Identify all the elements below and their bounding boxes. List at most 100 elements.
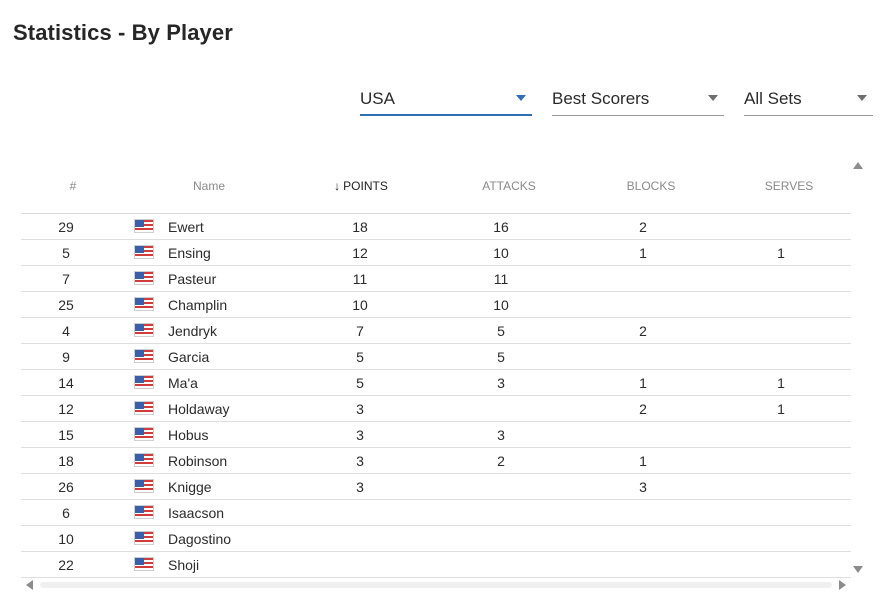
cell-points: 3 bbox=[356, 479, 364, 495]
cell-name: Dagostino bbox=[168, 531, 232, 547]
cell-points: 3 bbox=[356, 427, 364, 443]
chevron-down-icon bbox=[516, 95, 526, 101]
scroll-down-icon[interactable] bbox=[853, 566, 863, 573]
table-row[interactable]: 29 Ewert 18 16 2 bbox=[21, 214, 851, 240]
table-row[interactable]: 7 Pasteur 11 11 bbox=[21, 266, 851, 292]
usa-flag-icon bbox=[134, 375, 154, 389]
cell-name: Holdaway bbox=[168, 401, 230, 417]
cell-attacks: 10 bbox=[493, 297, 509, 313]
cell-name: Robinson bbox=[168, 453, 228, 469]
cell-points: 12 bbox=[352, 245, 368, 261]
table-header: # Name ↓ POINTS ATTACKS BLOCKS SERVES bbox=[21, 160, 851, 214]
cell-points: 11 bbox=[352, 271, 368, 287]
arrow-down-icon: ↓ bbox=[334, 179, 341, 193]
cell-points: 7 bbox=[356, 323, 364, 339]
cell-name: Hobus bbox=[168, 427, 209, 443]
column-header-serves[interactable]: SERVES bbox=[764, 179, 814, 193]
scroll-up-icon[interactable] bbox=[853, 162, 863, 169]
cell-name: Pasteur bbox=[168, 271, 217, 287]
cell-blocks: 1 bbox=[639, 375, 647, 391]
flag-canton bbox=[135, 558, 144, 565]
cell-name: Champlin bbox=[168, 297, 228, 313]
cell-name: Knigge bbox=[168, 479, 212, 495]
table-row[interactable]: 14 Ma'a 5 3 1 1 bbox=[21, 370, 851, 396]
column-header-number[interactable]: # bbox=[69, 179, 77, 193]
set-filter-dropdown[interactable]: All Sets bbox=[744, 86, 873, 116]
page-title: Statistics - By Player bbox=[13, 20, 233, 45]
cell-points: 3 bbox=[356, 453, 364, 469]
cell-attacks: 5 bbox=[497, 323, 505, 339]
flag-canton bbox=[135, 220, 144, 227]
table-row[interactable]: 22 Shoji bbox=[21, 552, 851, 578]
cell-attacks: 3 bbox=[497, 375, 505, 391]
flag-canton bbox=[135, 376, 144, 383]
cell-number: 22 bbox=[58, 557, 74, 573]
scroll-left-icon[interactable] bbox=[26, 580, 33, 590]
horizontal-scrollbar[interactable] bbox=[40, 582, 832, 588]
cell-number: 5 bbox=[62, 245, 70, 261]
table-row[interactable]: 9 Garcia 5 5 bbox=[21, 344, 851, 370]
column-header-points[interactable]: ↓ POINTS bbox=[334, 179, 388, 193]
country-filter-value: USA bbox=[360, 89, 395, 108]
column-header-blocks[interactable]: BLOCKS bbox=[626, 179, 676, 193]
table-row[interactable]: 26 Knigge 3 3 bbox=[21, 474, 851, 500]
cell-blocks: 2 bbox=[639, 219, 647, 235]
usa-flag-icon bbox=[134, 349, 154, 363]
usa-flag-icon bbox=[134, 401, 154, 415]
usa-flag-icon bbox=[134, 271, 154, 285]
cell-number: 12 bbox=[58, 401, 74, 417]
table-row[interactable]: 5 Ensing 12 10 1 1 bbox=[21, 240, 851, 266]
column-header-name[interactable]: Name bbox=[192, 179, 226, 193]
stat-type-filter-dropdown[interactable]: Best Scorers bbox=[552, 86, 724, 116]
flag-canton bbox=[135, 298, 144, 305]
column-header-points-label: POINTS bbox=[343, 179, 388, 193]
usa-flag-icon bbox=[134, 479, 154, 493]
usa-flag-icon bbox=[134, 245, 154, 259]
table-row[interactable]: 15 Hobus 3 3 bbox=[21, 422, 851, 448]
table-row[interactable]: 10 Dagostino bbox=[21, 526, 851, 552]
set-filter-value: All Sets bbox=[744, 89, 802, 108]
table-row[interactable]: 6 Isaacson bbox=[21, 500, 851, 526]
cell-attacks: 16 bbox=[493, 219, 509, 235]
flag-canton bbox=[135, 350, 144, 357]
usa-flag-icon bbox=[134, 297, 154, 311]
flag-canton bbox=[135, 246, 144, 253]
cell-name: Jendryk bbox=[168, 323, 218, 339]
cell-number: 26 bbox=[58, 479, 74, 495]
usa-flag-icon bbox=[134, 531, 154, 545]
cell-blocks: 2 bbox=[639, 401, 647, 417]
chevron-down-icon bbox=[708, 95, 718, 101]
cell-attacks: 5 bbox=[497, 349, 505, 365]
cell-points: 3 bbox=[356, 401, 364, 417]
cell-attacks: 3 bbox=[497, 427, 505, 443]
table-row[interactable]: 12 Holdaway 3 2 1 bbox=[21, 396, 851, 422]
table-row[interactable]: 18 Robinson 3 2 1 bbox=[21, 448, 851, 474]
cell-attacks: 11 bbox=[493, 271, 509, 287]
cell-blocks: 2 bbox=[639, 323, 647, 339]
table-row[interactable]: 25 Champlin 10 10 bbox=[21, 292, 851, 318]
country-filter-dropdown[interactable]: USA bbox=[360, 86, 532, 116]
cell-number: 29 bbox=[58, 219, 74, 235]
flag-canton bbox=[135, 506, 144, 513]
column-header-attacks[interactable]: ATTACKS bbox=[482, 179, 536, 193]
cell-blocks: 1 bbox=[639, 453, 647, 469]
flag-canton bbox=[135, 454, 144, 461]
flag-canton bbox=[135, 324, 144, 331]
usa-flag-icon bbox=[134, 219, 154, 233]
usa-flag-icon bbox=[134, 427, 154, 441]
cell-attacks: 2 bbox=[497, 453, 505, 469]
cell-attacks: 10 bbox=[493, 245, 509, 261]
cell-number: 10 bbox=[58, 531, 74, 547]
cell-name: Ewert bbox=[168, 219, 204, 235]
flag-canton bbox=[135, 480, 144, 487]
cell-number: 15 bbox=[58, 427, 74, 443]
scroll-right-icon[interactable] bbox=[839, 580, 846, 590]
usa-flag-icon bbox=[134, 557, 154, 571]
table-row[interactable]: 4 Jendryk 7 5 2 bbox=[21, 318, 851, 344]
stat-type-filter-value: Best Scorers bbox=[552, 89, 650, 108]
cell-points: 10 bbox=[352, 297, 368, 313]
player-stats-table: # Name ↓ POINTS ATTACKS BLOCKS SERVES 29 E… bbox=[21, 160, 851, 578]
cell-name: Isaacson bbox=[168, 505, 225, 521]
cell-points: 5 bbox=[356, 375, 364, 391]
cell-number: 25 bbox=[58, 297, 74, 313]
